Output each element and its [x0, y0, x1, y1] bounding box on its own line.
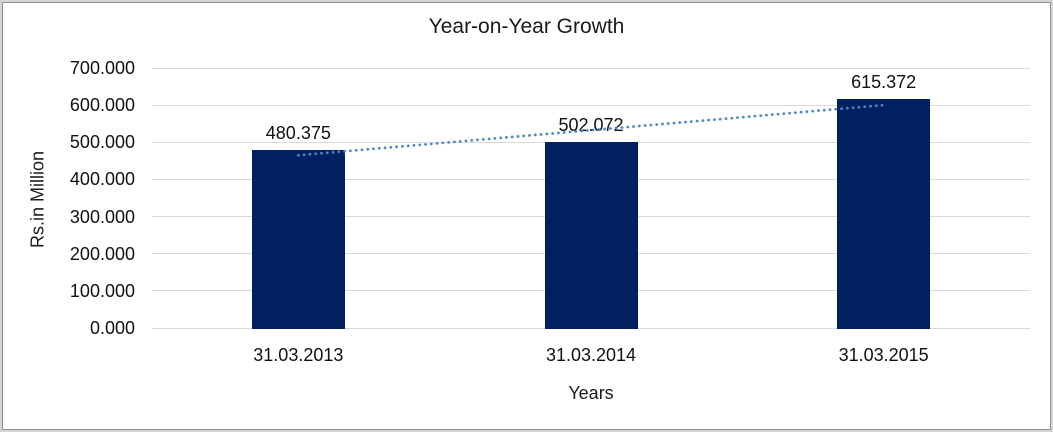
bar-31.03.2014 [544, 141, 638, 329]
y-tick-label: 0.000 [89, 318, 135, 338]
bar-31.03.2015 [837, 99, 931, 329]
y-tick-label: 500.000 [69, 132, 135, 153]
y-tick-label: 200.000 [69, 243, 135, 264]
trendline [296, 103, 886, 157]
y-axis-title: Rs.in Million [27, 150, 48, 249]
gridline [152, 67, 1030, 69]
bar-31.03.2013 [251, 149, 345, 329]
trendline-layer [296, 103, 886, 157]
plot-area [152, 67, 1030, 329]
x-tick-label: 31.03.2015 [838, 345, 929, 365]
x-axis-title: Years [568, 383, 614, 403]
gridline [152, 104, 1030, 106]
y-tick-label: 700.000 [69, 58, 135, 78]
y-tick-label: 300.000 [69, 206, 135, 227]
bar-value-label: 615.372 [851, 72, 917, 93]
bar-value-label: 480.375 [265, 122, 331, 143]
chart-title: Year-on-Year Growth [428, 15, 625, 38]
y-tick-label: 400.000 [69, 169, 135, 190]
y-tick-label: 100.000 [69, 280, 135, 301]
bar-value-label: 502.072 [558, 114, 624, 135]
x-tick-label: 31.03.2013 [253, 345, 344, 365]
y-tick-label: 600.000 [69, 95, 135, 116]
x-tick-label: 31.03.2014 [545, 345, 637, 365]
